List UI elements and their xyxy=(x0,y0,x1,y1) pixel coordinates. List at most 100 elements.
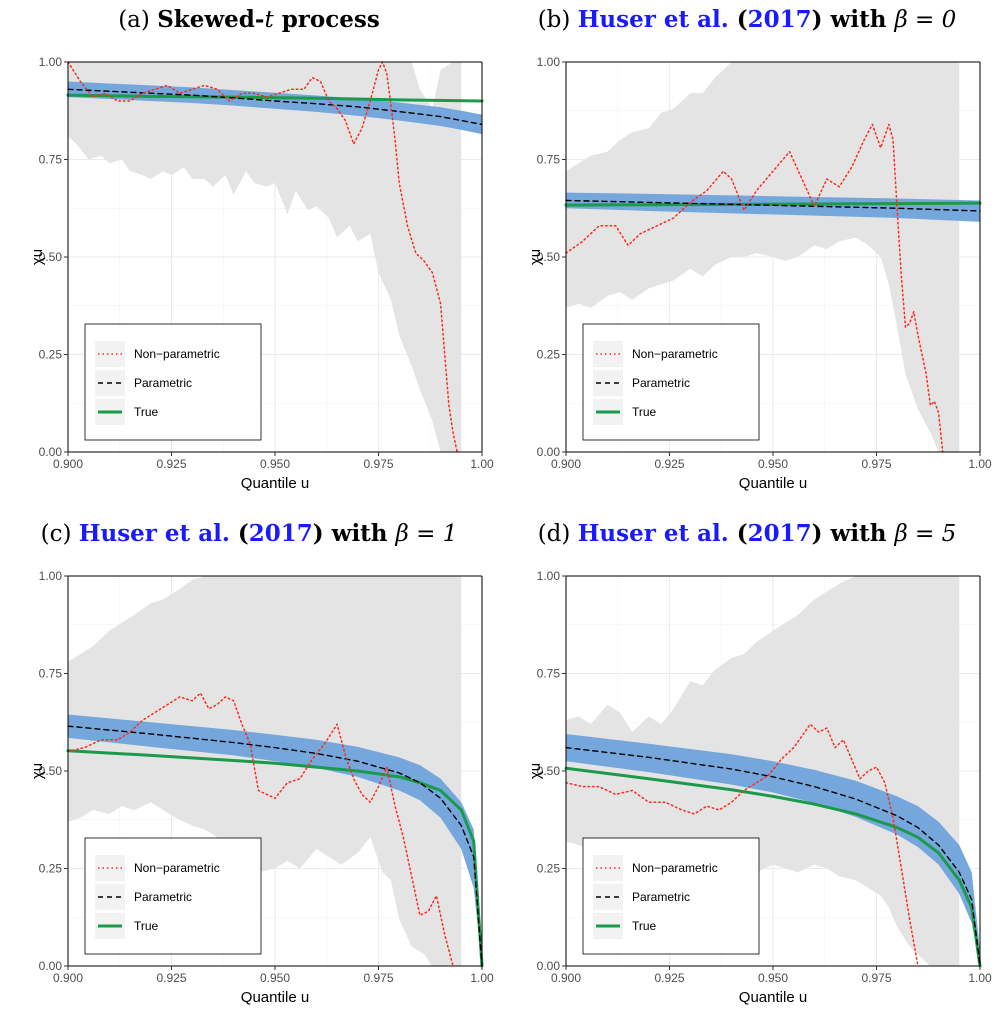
legend-key-bg xyxy=(593,855,623,881)
y-tick-label: 0.50 xyxy=(39,250,63,264)
x-tick-label: 1.00 xyxy=(968,971,992,985)
legend-label-true: True xyxy=(134,919,159,933)
parametric-line xyxy=(67,725,483,967)
y-tick-label: 1.00 xyxy=(39,55,63,69)
title-part: 2017 xyxy=(249,520,313,547)
parametric-line xyxy=(565,746,981,967)
x-axis-title: Quantile u xyxy=(739,989,807,1006)
x-tick-label: 0.950 xyxy=(758,971,788,985)
y-axis-title: χu xyxy=(527,249,544,265)
parametric-band xyxy=(566,192,980,222)
x-tick-label: 0.900 xyxy=(551,457,581,471)
nonparametric-line xyxy=(565,723,919,967)
panel-title-space xyxy=(570,521,577,547)
y-tick-label: 0.50 xyxy=(537,250,561,264)
y-axis-title: χu xyxy=(29,763,46,779)
legend-label-true: True xyxy=(632,919,657,933)
title-part: Huser et al. xyxy=(79,520,230,547)
y-tick-label: 0.75 xyxy=(537,153,561,167)
y-tick-label: 0.00 xyxy=(39,959,63,973)
legend: Non−parametric Parametric True xyxy=(84,837,262,955)
panel-title: (a) Skewed-t process xyxy=(118,6,380,33)
legend-label-nonparametric: Non−parametric xyxy=(632,347,718,361)
x-tick-label: 0.925 xyxy=(654,971,684,985)
title-part: ) with xyxy=(313,520,396,547)
x-tick-label: 0.900 xyxy=(551,971,581,985)
legend-label-nonparametric: Non−parametric xyxy=(632,861,718,875)
y-axis-title: χu xyxy=(29,249,46,265)
chart-c: (c) Huser et al. (2017) with β = 1 0.00 0.… xyxy=(29,520,494,1006)
true-line xyxy=(66,749,484,968)
legend-key-bg xyxy=(95,341,125,367)
true-line xyxy=(564,201,982,207)
x-tick-label: 0.925 xyxy=(654,457,684,471)
panel-b: (b) Huser et al. (2017) with β = 0 0.00 0.… xyxy=(498,0,996,514)
legend-label-true: True xyxy=(134,405,159,419)
y-tick-label: 0.75 xyxy=(39,667,63,681)
panel-a: (a) Skewed-t process 0.00 0.25 0.50 0.75 1.00… xyxy=(0,0,498,514)
panel-c: (c) Huser et al. (2017) with β = 1 0.00 0.… xyxy=(0,514,498,1028)
x-axis-title: Quantile u xyxy=(241,989,309,1006)
title-part: Huser et al. xyxy=(578,6,729,33)
legend-label-nonparametric: Non−parametric xyxy=(134,861,220,875)
legend-label-nonparametric: Non−parametric xyxy=(134,347,220,361)
y-tick-label: 1.00 xyxy=(537,55,561,69)
x-tick-label: 0.975 xyxy=(861,971,891,985)
x-tick-label: 0.925 xyxy=(156,971,186,985)
title-part: 2017 xyxy=(748,6,812,33)
legend-label-parametric: Parametric xyxy=(134,376,192,390)
x-tick-label: 0.900 xyxy=(53,457,83,471)
chart-b: (b) Huser et al. (2017) with β = 00.000.… xyxy=(527,6,992,492)
y-tick-label: 0.50 xyxy=(39,764,63,778)
panel-title-space xyxy=(570,7,577,33)
x-tick-label: 0.950 xyxy=(260,971,290,985)
x-tick-label: 0.950 xyxy=(260,457,290,471)
y-axis-title: χu xyxy=(527,763,544,779)
y-tick-label: 1.00 xyxy=(39,569,63,583)
legend: Non−parametric Parametric True xyxy=(582,323,760,441)
x-tick-label: 0.975 xyxy=(363,457,393,471)
y-tick-label: 0.25 xyxy=(537,862,561,876)
panel-title: (b) Huser et al. (2017) with β = 0 xyxy=(538,6,957,33)
chart-d: (d) Huser et al. (2017) with β = 50.000.… xyxy=(527,520,992,1006)
title-part: process xyxy=(274,6,380,33)
panel-title-space xyxy=(150,7,157,33)
nonparametric-band xyxy=(68,62,462,452)
chart-a: (a) Skewed-t process 0.00 0.25 0.50 0.75 1.00… xyxy=(29,6,494,492)
nonparametric-band xyxy=(566,62,960,452)
y-tick-label: 0.50 xyxy=(537,764,561,778)
x-axis-title: Quantile u xyxy=(241,475,309,492)
parametric-band xyxy=(68,714,482,966)
x-tick-label: 1.00 xyxy=(470,971,494,985)
y-tick-label: 0.00 xyxy=(39,445,63,459)
title-part: Huser et al. xyxy=(578,520,729,547)
title-part: ( xyxy=(729,6,748,33)
legend-key-bg xyxy=(95,855,125,881)
x-tick-label: 1.00 xyxy=(968,457,992,471)
y-tick-label: 0.75 xyxy=(537,667,561,681)
title-part: β = 5 xyxy=(893,521,956,547)
legend: Non−parametric Parametric True xyxy=(84,323,262,441)
title-part: β = 1 xyxy=(395,521,458,547)
panel-d: (d) Huser et al. (2017) with β = 5 0.00 0.… xyxy=(498,514,996,1028)
y-tick-label: 0.25 xyxy=(39,862,63,876)
nonparametric-line xyxy=(67,692,454,967)
title-part: ) with xyxy=(812,520,895,547)
title-part: ( xyxy=(230,520,249,547)
nonparametric-line xyxy=(565,123,944,453)
panel-title: (c) Huser et al. (2017) with β = 1 xyxy=(41,520,458,547)
y-tick-label: 0.25 xyxy=(537,348,561,362)
panel-title-space xyxy=(71,521,78,547)
legend-label-parametric: Parametric xyxy=(134,890,192,904)
legend-label-parametric: Parametric xyxy=(632,890,690,904)
legend-label-parametric: Parametric xyxy=(632,376,690,390)
title-part: β = 0 xyxy=(893,7,956,33)
nonparametric-band xyxy=(68,576,462,966)
y-tick-label: 0.25 xyxy=(39,348,63,362)
y-tick-label: 0.75 xyxy=(39,153,63,167)
panel-label: (d) xyxy=(538,521,571,547)
x-tick-label: 0.925 xyxy=(156,457,186,471)
parametric-band xyxy=(566,733,980,966)
panel-label: (c) xyxy=(41,521,72,547)
panel-label: (a) xyxy=(118,7,150,33)
